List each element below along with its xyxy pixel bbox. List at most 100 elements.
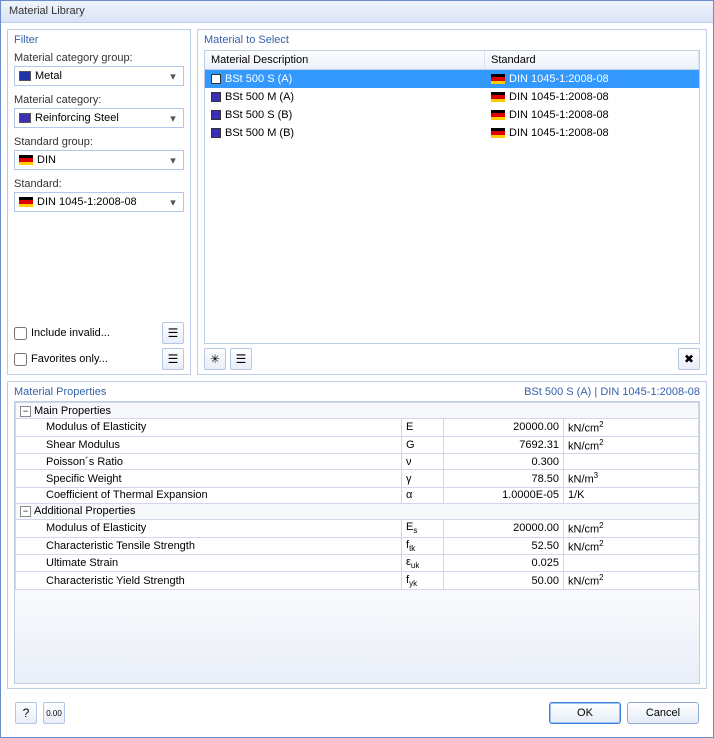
property-row: Ultimate Strainεuk0.025 (16, 555, 699, 572)
category-value: Reinforcing Steel (35, 112, 119, 124)
footer: ? 0.00 OK Cancel (7, 695, 707, 731)
prop-name: Ultimate Strain (16, 555, 402, 572)
select-panel: Material to Select Material Description … (197, 29, 707, 375)
prop-name: Characteristic Tensile Strength (16, 537, 402, 555)
prop-symbol: ν (402, 454, 444, 470)
material-desc: BSt 500 M (B) (225, 127, 294, 139)
std-group-combo[interactable]: DIN ▾ (14, 150, 184, 170)
properties-title-row: Material Properties BSt 500 S (A) | DIN … (14, 386, 700, 398)
flag-de-icon (491, 92, 505, 102)
prop-symbol: γ (402, 470, 444, 488)
window-title: Material Library (9, 5, 85, 17)
prop-unit (564, 555, 699, 572)
prop-value[interactable]: 20000.00 (444, 519, 564, 537)
prop-name: Modulus of Elasticity (16, 419, 402, 437)
flag-de-icon (19, 197, 33, 207)
delete-material-button[interactable]: ✖ (678, 348, 700, 370)
properties-context: BSt 500 S (A) | DIN 1045-1:2008-08 (524, 386, 700, 398)
prop-unit: kN/cm2 (564, 572, 699, 590)
std-group-label: Standard group: (14, 136, 184, 148)
prop-name: Characteristic Yield Strength (16, 572, 402, 590)
material-swatch-icon (211, 74, 221, 84)
material-desc: BSt 500 M (A) (225, 91, 294, 103)
col-description[interactable]: Material Description (205, 51, 485, 69)
list-body[interactable]: BSt 500 S (A)DIN 1045-1:2008-08BSt 500 M… (205, 70, 699, 343)
property-group[interactable]: −Additional Properties (16, 503, 699, 519)
help-button[interactable]: ? (15, 702, 37, 724)
select-title: Material to Select (204, 34, 700, 46)
property-row: Coefficient of Thermal Expansionα1.0000E… (16, 487, 699, 503)
prop-symbol: E (402, 419, 444, 437)
properties-table-wrap: −Main PropertiesModulus of ElasticityE20… (14, 401, 700, 684)
flag-de-icon (491, 110, 505, 120)
units-button[interactable]: 0.00 (43, 702, 65, 724)
category-group-combo[interactable]: Metal ▾ (14, 66, 184, 86)
properties-table: −Main PropertiesModulus of ElasticityE20… (15, 402, 699, 590)
include-invalid-expand-button[interactable]: ☰ (162, 322, 184, 344)
prop-value[interactable]: 52.50 (444, 537, 564, 555)
category-group-value: Metal (35, 70, 62, 82)
list-row[interactable]: BSt 500 M (A)DIN 1045-1:2008-08 (205, 88, 699, 106)
titlebar: Material Library (1, 1, 713, 23)
properties-panel: Material Properties BSt 500 S (A) | DIN … (7, 381, 707, 689)
property-row: Poisson´s Ratioν0.300 (16, 454, 699, 470)
prop-symbol: εuk (402, 555, 444, 572)
list-row[interactable]: BSt 500 M (B)DIN 1045-1:2008-08 (205, 124, 699, 142)
property-row: Specific Weightγ78.50kN/m3 (16, 470, 699, 488)
prop-value[interactable]: 78.50 (444, 470, 564, 488)
material-std: DIN 1045-1:2008-08 (509, 109, 609, 121)
prop-name: Modulus of Elasticity (16, 519, 402, 537)
std-combo[interactable]: DIN 1045-1:2008-08 ▾ (14, 192, 184, 212)
category-swatch (19, 113, 31, 123)
flag-de-icon (491, 74, 505, 84)
prop-symbol: α (402, 487, 444, 503)
prop-unit: kN/cm2 (564, 519, 699, 537)
favorites-only-expand-button[interactable]: ☰ (162, 348, 184, 370)
list-row[interactable]: BSt 500 S (A)DIN 1045-1:2008-08 (205, 70, 699, 88)
material-swatch-icon (211, 128, 221, 138)
prop-value[interactable]: 7692.31 (444, 436, 564, 454)
prop-value[interactable]: 20000.00 (444, 419, 564, 437)
include-invalid-label: Include invalid... (31, 327, 158, 339)
chevron-down-icon: ▾ (165, 68, 181, 84)
content-area: Filter Material category group: Metal ▾ … (1, 23, 713, 737)
prop-name: Shear Modulus (16, 436, 402, 454)
chevron-down-icon: ▾ (165, 110, 181, 126)
col-standard[interactable]: Standard (485, 51, 699, 69)
prop-name: Specific Weight (16, 470, 402, 488)
new-material-button[interactable]: ✳ (204, 348, 226, 370)
copy-material-button[interactable]: ☰ (230, 348, 252, 370)
prop-symbol: ftk (402, 537, 444, 555)
property-row: Characteristic Tensile Strengthftk52.50k… (16, 537, 699, 555)
prop-value[interactable]: 1.0000E-05 (444, 487, 564, 503)
ok-button[interactable]: OK (549, 702, 621, 724)
prop-unit: kN/cm2 (564, 419, 699, 437)
prop-value[interactable]: 50.00 (444, 572, 564, 590)
property-row: Characteristic Yield Strengthfyk50.00kN/… (16, 572, 699, 590)
prop-name: Poisson´s Ratio (16, 454, 402, 470)
flag-de-icon (491, 128, 505, 138)
list-row[interactable]: BSt 500 S (B)DIN 1045-1:2008-08 (205, 106, 699, 124)
std-value: DIN 1045-1:2008-08 (37, 196, 137, 208)
filter-title: Filter (14, 34, 184, 46)
prop-value[interactable]: 0.025 (444, 555, 564, 572)
property-row: Modulus of ElasticityEs20000.00kN/cm2 (16, 519, 699, 537)
select-toolbar: ✳ ☰ ✖ (204, 348, 700, 370)
category-combo[interactable]: Reinforcing Steel ▾ (14, 108, 184, 128)
include-invalid-checkbox[interactable] (14, 327, 27, 340)
prop-unit: kN/cm2 (564, 537, 699, 555)
top-row: Filter Material category group: Metal ▾ … (7, 29, 707, 375)
category-group-swatch (19, 71, 31, 81)
property-group[interactable]: −Main Properties (16, 403, 699, 419)
favorites-only-checkbox[interactable] (14, 353, 27, 366)
filter-panel: Filter Material category group: Metal ▾ … (7, 29, 191, 375)
prop-symbol: fyk (402, 572, 444, 590)
cancel-button[interactable]: Cancel (627, 702, 699, 724)
prop-unit: kN/m3 (564, 470, 699, 488)
material-library-window: Material Library Filter Material categor… (0, 0, 714, 738)
prop-value[interactable]: 0.300 (444, 454, 564, 470)
std-group-value: DIN (37, 154, 56, 166)
prop-name: Coefficient of Thermal Expansion (16, 487, 402, 503)
material-swatch-icon (211, 92, 221, 102)
material-swatch-icon (211, 110, 221, 120)
